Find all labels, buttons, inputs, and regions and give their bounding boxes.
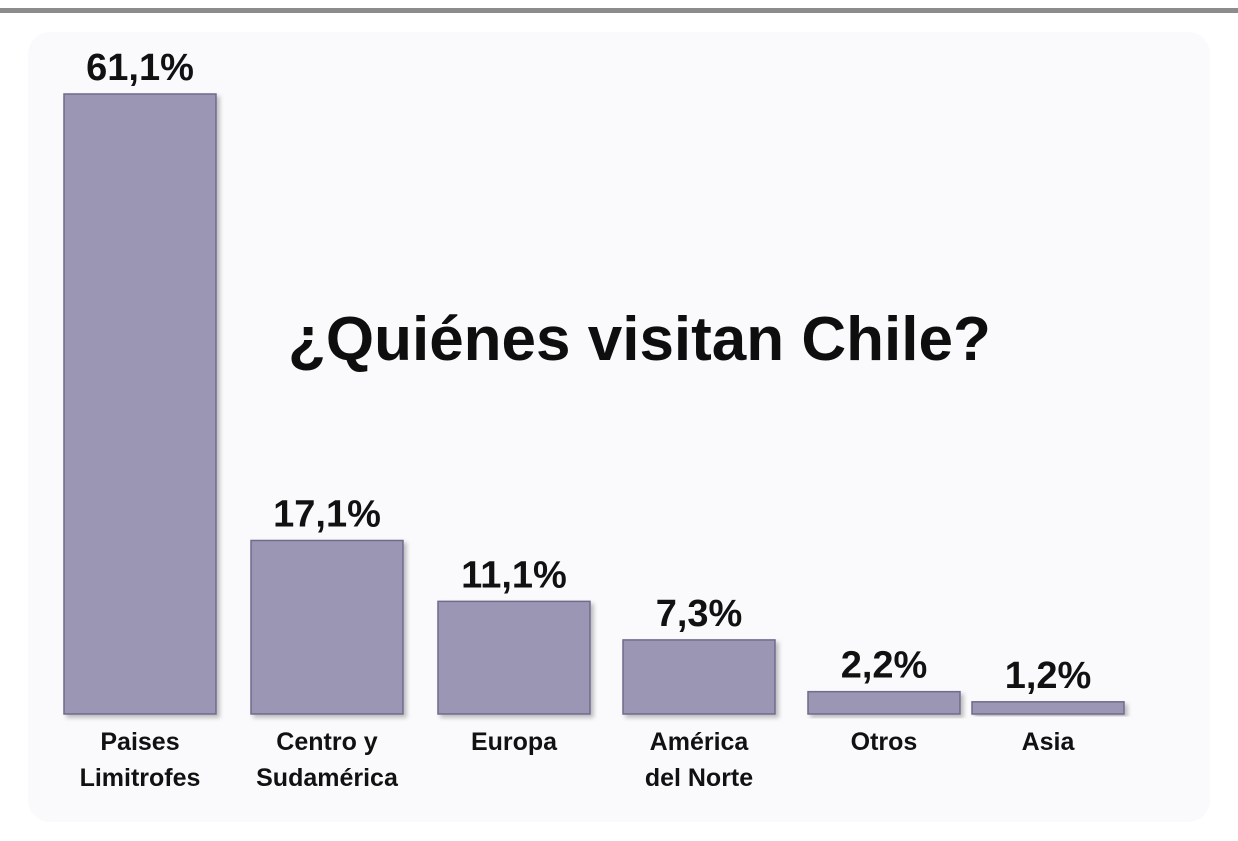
category-label-3: América del Norte: [645, 728, 753, 792]
value-label-2: 11,1%: [461, 554, 567, 596]
category-label-line: Europa: [471, 728, 558, 756]
category-label-4: Otros: [851, 728, 918, 756]
category-label-2: Europa: [471, 728, 558, 756]
bar-4: [807, 690, 961, 715]
value-label-4: 2,2%: [841, 645, 928, 687]
bar-1: [250, 539, 404, 715]
value-labels-layer: 61,1% 17,1% 11,1% 7,3% 2,2% 1,2%: [86, 47, 1091, 697]
category-label-line: Limitrofes: [80, 764, 201, 792]
category-label-line: Otros: [851, 728, 918, 756]
category-label-line: Paises: [100, 728, 179, 756]
top-divider-line: [0, 8, 1238, 13]
category-label-line: Centro y: [276, 728, 378, 756]
bar-5: [971, 701, 1125, 715]
bar-2: [437, 600, 591, 715]
bar-3: [622, 639, 776, 715]
value-label-3: 7,3%: [656, 593, 743, 635]
bars-layer: [63, 93, 1125, 715]
category-label-line: América: [650, 728, 750, 756]
value-label-0: 61,1%: [86, 47, 194, 89]
chart-title: ¿Quiénes visitan Chile?: [278, 300, 1001, 379]
category-labels-layer: Paises Limitrofes Centro y Sudamérica Europa…: [80, 728, 1076, 792]
category-label-line: Sudamérica: [256, 764, 399, 792]
category-label-1: Centro y Sudamérica: [256, 728, 399, 792]
bar-0: [63, 93, 217, 715]
category-label-line: Asia: [1022, 728, 1076, 756]
value-label-5: 1,2%: [1005, 655, 1092, 697]
category-label-0: Paises Limitrofes: [80, 728, 201, 792]
category-label-line: del Norte: [645, 764, 753, 792]
value-label-1: 17,1%: [273, 493, 381, 535]
category-label-5: Asia: [1022, 728, 1076, 756]
chart-panel: [28, 32, 1210, 822]
